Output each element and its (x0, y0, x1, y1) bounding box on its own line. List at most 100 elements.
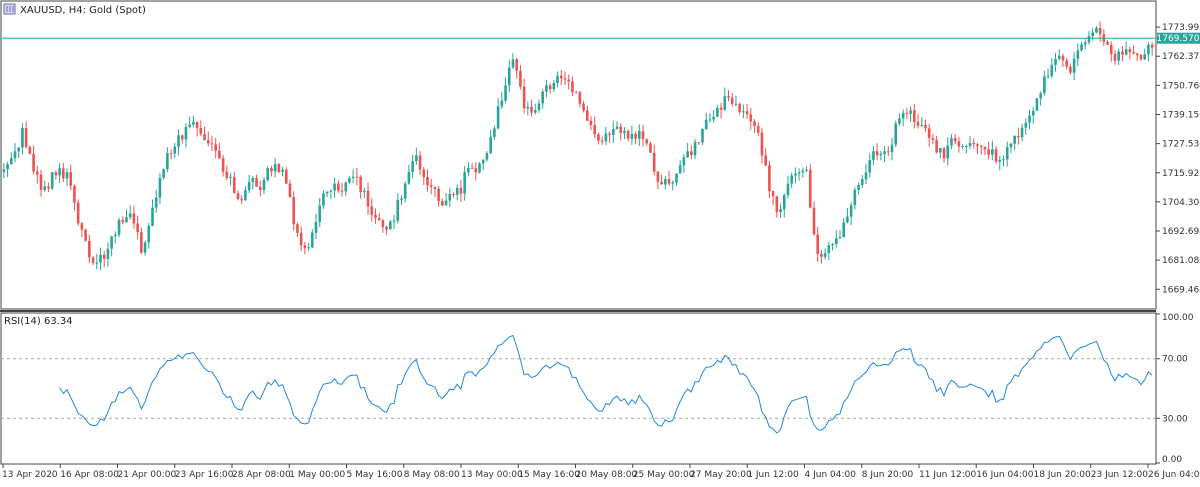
candle (530, 99, 533, 117)
candle (470, 163, 474, 169)
chart-window-icon[interactable] (3, 3, 16, 15)
candle (355, 168, 359, 186)
time-tick-label: 4 Jun 04:00 (805, 470, 857, 480)
candle (749, 107, 753, 130)
candle (745, 104, 749, 120)
candle (935, 135, 938, 154)
candle (723, 87, 727, 111)
candle (333, 177, 336, 198)
candle (667, 170, 671, 186)
candle (95, 253, 99, 270)
candle (678, 160, 682, 174)
price-tick-label: 1715.922 (1162, 169, 1200, 179)
candle (808, 164, 812, 209)
candle (939, 147, 942, 159)
candle (65, 168, 69, 187)
candle (734, 95, 738, 107)
candle (1054, 52, 1057, 72)
candle (444, 192, 448, 206)
candle (626, 129, 630, 142)
candle (1065, 58, 1068, 70)
candle (188, 116, 191, 129)
candle (1046, 68, 1050, 79)
candle (1132, 45, 1135, 55)
candle (697, 142, 701, 145)
candle (775, 196, 779, 218)
candle (901, 109, 905, 127)
candle (437, 186, 440, 207)
candle (1091, 27, 1094, 41)
candle (329, 189, 333, 200)
candle (879, 150, 883, 161)
candle (270, 165, 273, 177)
candle (221, 154, 225, 177)
candle (682, 154, 686, 173)
candle (886, 145, 890, 156)
time-tick-label: 13 Apr 2020 (2, 470, 58, 480)
candle (790, 172, 793, 189)
candle (154, 189, 158, 213)
candle (786, 175, 790, 199)
candle (522, 78, 526, 114)
price-axis[interactable]: 1773.992 1762.378 1750.764 1739.150 1727.536… (1156, 23, 1200, 295)
time-tick-label: 23 Apr 16:00 (175, 470, 234, 480)
rsi-tick-label: 70.00 (1162, 355, 1188, 365)
candle (314, 213, 318, 240)
candle (1106, 40, 1109, 45)
candle (827, 241, 831, 261)
candle (370, 198, 374, 222)
candle (229, 173, 232, 186)
candle (210, 135, 214, 152)
candle (950, 134, 953, 149)
candle (638, 124, 641, 147)
rsi-axis[interactable]: 100.00 70.00 30.00 0.00 (1156, 313, 1194, 465)
candle (1143, 48, 1147, 61)
time-tick-label: 21 Apr 00:00 (118, 470, 177, 480)
candle (987, 141, 990, 160)
candle (411, 154, 414, 179)
candle (62, 163, 65, 182)
candle (359, 175, 362, 199)
candle (106, 242, 110, 267)
candle (623, 127, 626, 140)
price-tick-label: 1669.466 (1162, 285, 1200, 295)
rsi-panel[interactable] (0, 312, 1157, 465)
rsi-tick-label: 0.00 (1162, 455, 1182, 465)
candle (1035, 98, 1039, 112)
candle (864, 163, 868, 184)
candle (1150, 42, 1154, 56)
candle (147, 222, 151, 249)
candle (247, 174, 251, 194)
chart-header: XAUUSD, H4: Gold (Spot) (3, 3, 146, 16)
candle (1128, 46, 1132, 60)
candle (21, 123, 24, 155)
candle (128, 205, 132, 220)
candle (500, 92, 504, 109)
candle (54, 170, 58, 180)
candle (701, 128, 704, 145)
candle (255, 174, 258, 187)
candle (166, 147, 169, 172)
rsi-tick-label: 30.00 (1162, 414, 1188, 424)
candle (1072, 51, 1076, 81)
candle (768, 160, 771, 199)
price-tick-label: 1773.992 (1162, 23, 1200, 33)
candle (979, 144, 983, 155)
time-tick-label: 18 Jun 20:00 (1034, 470, 1091, 480)
candle (600, 136, 604, 145)
candle (567, 74, 571, 90)
time-tick-label: 26 Jun 04:00 (1148, 470, 1200, 480)
candle (738, 102, 741, 115)
price-panel[interactable] (0, 0, 1157, 310)
candle (351, 169, 355, 184)
time-tick-label: 16 Apr 08:00 (60, 470, 119, 480)
candle (258, 180, 262, 197)
candle (381, 219, 385, 233)
candle (325, 191, 329, 197)
candle (779, 203, 782, 218)
candle (32, 145, 35, 175)
candle (619, 123, 623, 141)
time-tick-label: 13 May 00:00 (461, 470, 523, 480)
